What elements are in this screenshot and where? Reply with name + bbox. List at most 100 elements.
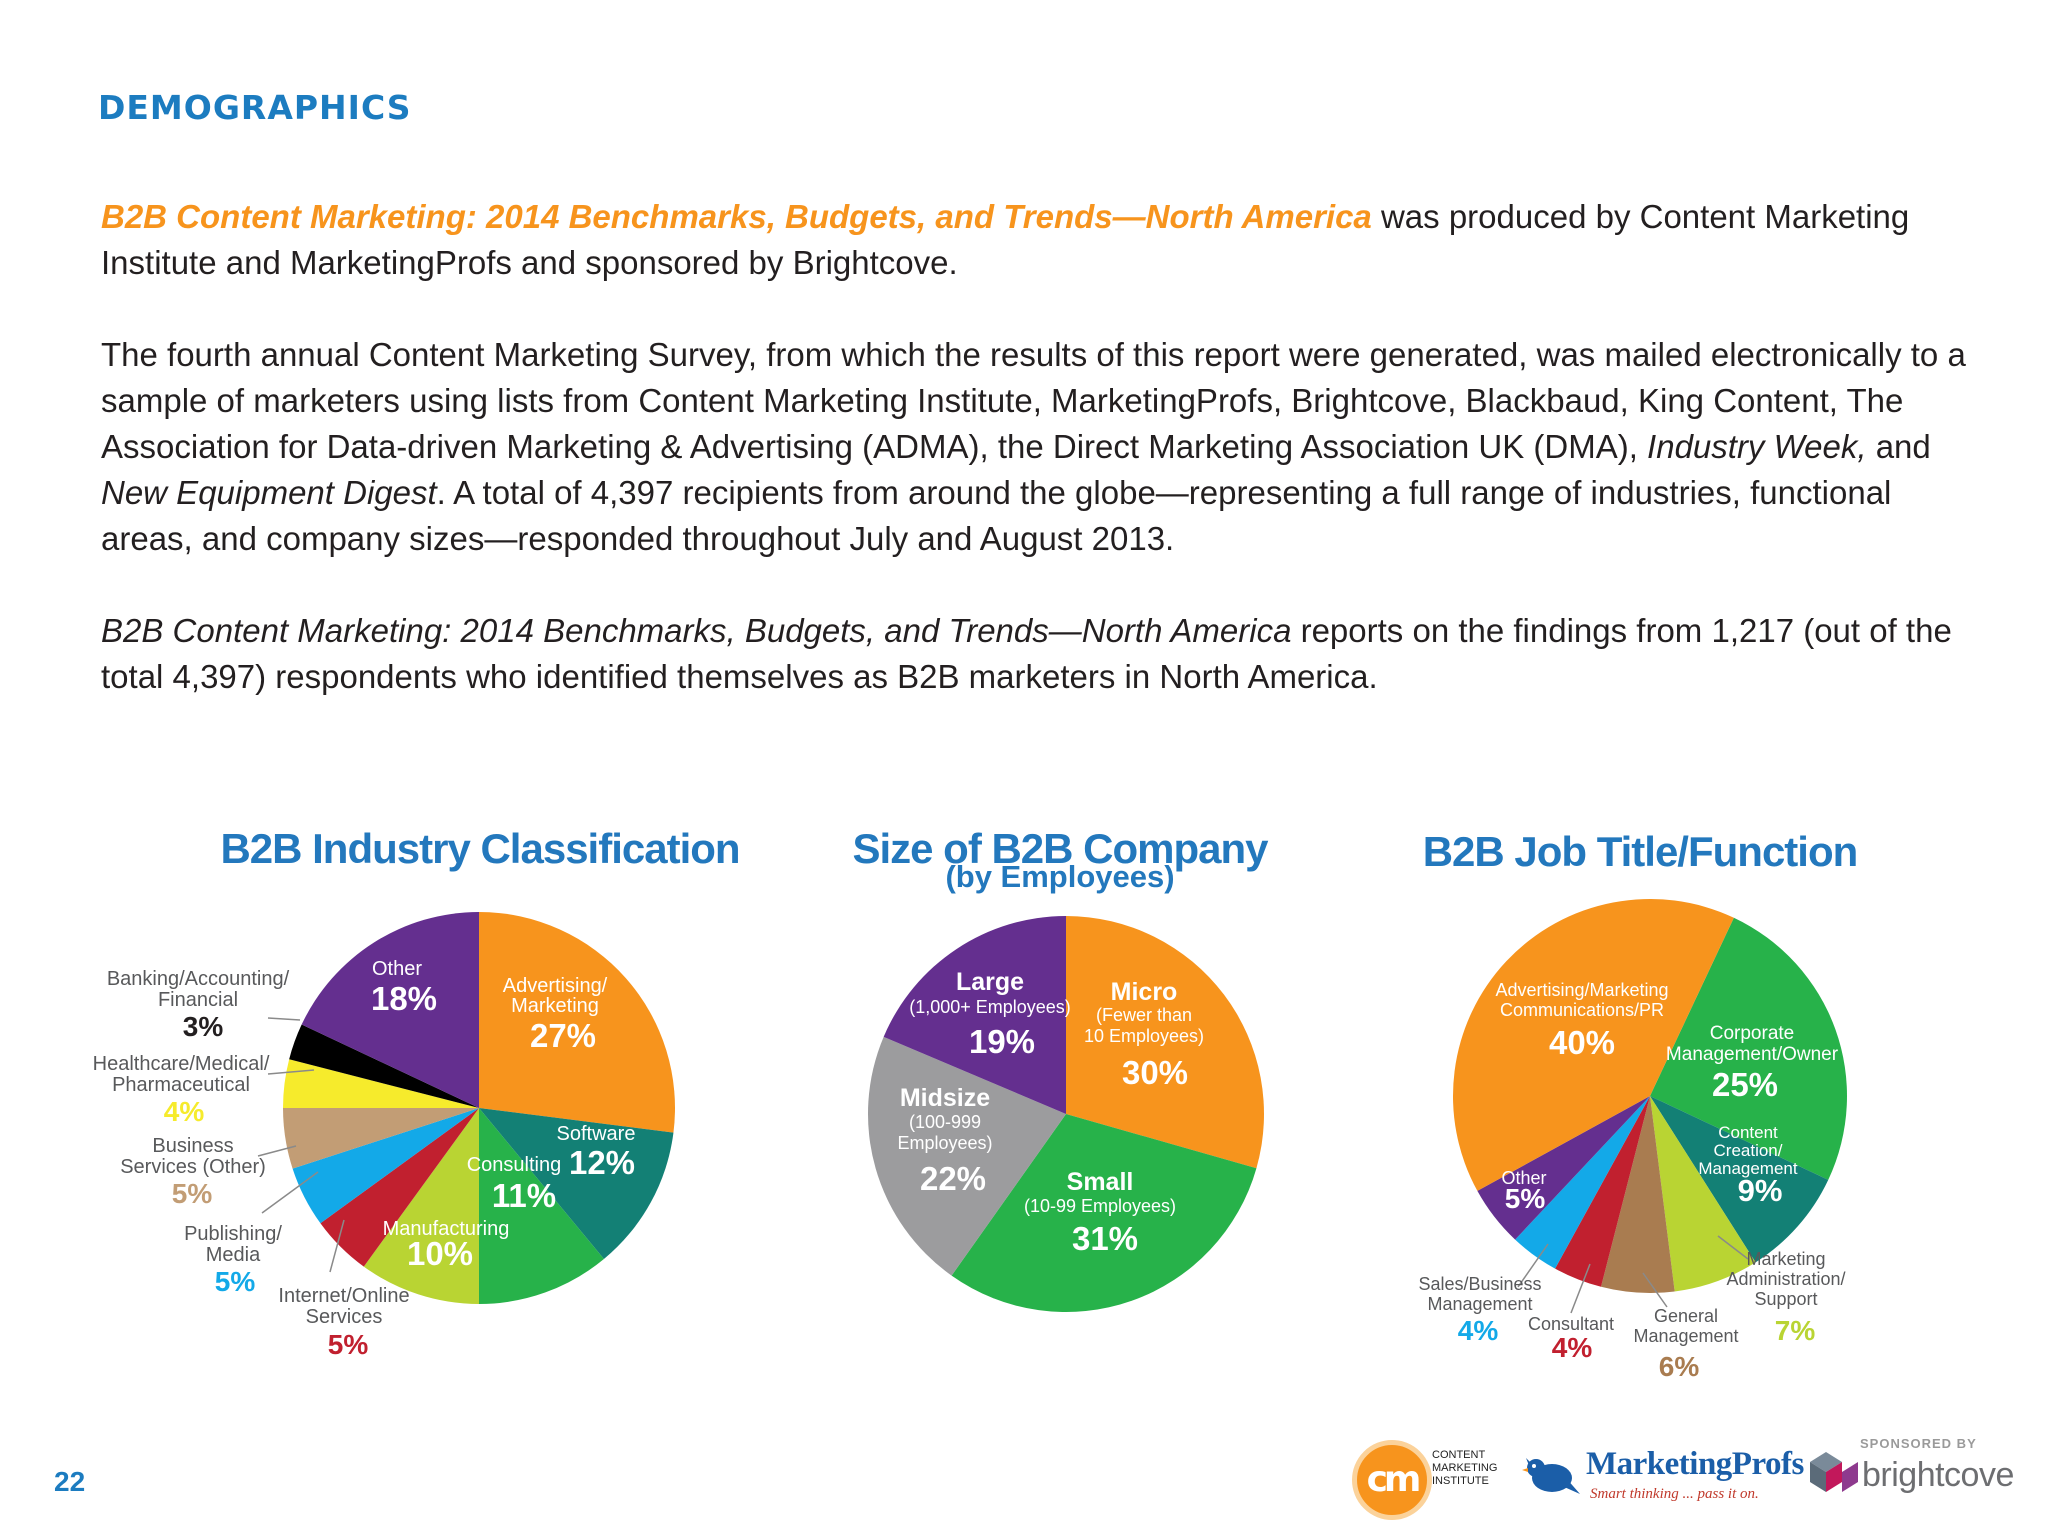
label-marketing-admin: Marketing [1746,1249,1825,1269]
cmi-logo-icon: cm [1352,1440,1432,1520]
pct-large: 19% [969,1023,1035,1060]
intro-p3-rest: reports on the findings from 1,217 (out … [101,612,1952,695]
pct-micro: 30% [1122,1054,1188,1091]
pct-marketing-admin: 7% [1775,1315,1816,1346]
intro-p1-rest: was produced by Content Marketing Instit… [101,198,1910,281]
page-number: 22 [54,1466,86,1497]
intro-p2-c: . A total of 4,397 recipients from aroun… [101,474,1892,557]
label-midsize: (100-999 [909,1112,981,1132]
pie-industry-slice-8 [289,1024,479,1108]
leader-healthcare [267,1069,315,1075]
label-sales: Sales/Business [1418,1274,1541,1294]
label-advertising: Marketing [511,995,599,1017]
label-content: Creation/ [1714,1141,1783,1160]
leader-lines [257,1017,1749,1314]
pie-size-slice-3 [883,916,1066,1114]
label-internet: Services [306,1306,383,1328]
pie-industry-slice-5 [292,1108,479,1224]
pct-consultant: 4% [1552,1332,1593,1363]
pct-manufacturing: 10% [407,1235,473,1272]
label-publishing: Media [206,1244,261,1266]
pie-company-size [867,916,1264,1313]
intro-text: B2B Content Marketing: 2014 Benchmarks, … [101,194,1981,746]
pie-job-slice-5 [1515,1096,1650,1269]
pct-business-services: 5% [172,1178,213,1209]
label-micro: Micro [1111,978,1178,1006]
label-business-services: Business [152,1135,233,1157]
sponsored-by-label: SPONSORED BY [1860,1436,1977,1451]
label-large: (1,000+ Employees) [909,997,1071,1017]
brightcove-logo: brightcove [1862,1456,2014,1494]
pct-internet: 5% [328,1329,369,1360]
pct-advertising-marcom: 40% [1549,1024,1615,1061]
pct-software: 12% [569,1144,635,1181]
leader-consultant [1570,1263,1591,1314]
label-healthcare: Healthcare/Medical/ [93,1053,270,1075]
label-healthcare: Pharmaceutical [112,1074,250,1096]
label-general: General [1654,1306,1718,1326]
label-banking: Financial [158,989,238,1011]
pct-sales: 4% [1458,1315,1499,1346]
label-advertising-marcom: Advertising/Marketing [1495,980,1668,1000]
label-banking: Banking/Accounting/ [107,968,290,990]
cmi-logo-text: CONTENT MARKETING INSTITUTE [1432,1449,1552,1488]
pie-industry-slice-9 [301,912,479,1108]
pie-job-slice-6 [1477,1096,1650,1240]
chart3-title: B2B Job Title/Function [1422,828,1859,875]
pie-job-slice-0 [1650,917,1847,1180]
pie-industry [283,912,675,1304]
pie-industry-slice-3 [363,1108,479,1304]
pct-small: 31% [1072,1220,1138,1257]
label-manufacturing: Manufacturing [383,1218,510,1240]
cmi-logo-line: MARKETING [1432,1462,1498,1474]
pie-job-slice-7 [1453,899,1734,1191]
intro-p2-b: and [1866,428,1931,465]
pie-industry-slice-1 [479,1108,674,1260]
label-micro: (Fewer than [1096,1005,1192,1025]
chart2-title: Size of B2B Company [852,825,1268,872]
leader-internet [329,1219,345,1273]
label-publishing: Publishing/ [184,1223,282,1245]
pie-job-slice-1 [1650,1096,1829,1263]
intro-paragraph-2: The fourth annual Content Marketing Surv… [101,332,1981,562]
label-corporate: Management/Owner [1666,1044,1839,1065]
label-advertising-marcom: Communications/PR [1500,1000,1664,1020]
pie-size-slice-1 [951,1114,1257,1313]
intro-p2-a: The fourth annual Content Marketing Surv… [101,336,1966,465]
pie-job-slice-2 [1650,1096,1756,1292]
cmi-logo-line: CONTENT [1432,1449,1486,1461]
leader-banking [267,1017,301,1021]
label-midsize: Employees) [897,1133,992,1153]
pct-other-job: 5% [1505,1183,1546,1214]
pie-industry-slice-6 [283,1108,479,1169]
label-consultant: Consultant [1528,1314,1614,1334]
pie-industry-slice-4 [320,1108,479,1267]
marketingprofs-tagline: Smart thinking ... pass it on. [1590,1486,1759,1502]
intro-paragraph-1: B2B Content Marketing: 2014 Benchmarks, … [101,194,1981,286]
label-sales: Management [1427,1294,1532,1314]
pie-size-slice-0 [1066,916,1264,1169]
label-small: Small [1067,1168,1134,1196]
brightcove-icon [1810,1452,1858,1492]
pct-other: 18% [371,980,437,1017]
intro-paragraph-3: B2B Content Marketing: 2014 Benchmarks, … [101,608,1981,700]
section-label: DEMOGRAPHICS [98,88,412,127]
pct-content: 9% [1738,1173,1783,1208]
chart1-title: B2B Industry Classification [220,825,740,872]
pct-general: 6% [1659,1351,1700,1382]
label-business-services: Services (Other) [120,1156,266,1178]
leader-marketing-admin [1717,1235,1749,1260]
slice-labels: Advertising/Marketing27%Software12%Consu… [93,958,1846,1382]
label-midsize: Midsize [900,1084,990,1112]
pct-healthcare: 4% [164,1096,205,1127]
pie-job-slice-4 [1555,1096,1650,1287]
bird-icon [1522,1458,1580,1494]
label-content: Content [1718,1123,1778,1142]
marketingprofs-logo: MarketingProfs [1586,1446,1804,1482]
label-internet: Internet/Online [278,1285,409,1307]
label-consulting: Consulting [467,1154,562,1176]
publication-ned: New Equipment Digest [101,474,437,511]
label-small: (10-99 Employees) [1024,1196,1176,1216]
chart2-subtitle: (by Employees) [945,859,1175,894]
pie-industry-slice-7 [283,1059,479,1108]
